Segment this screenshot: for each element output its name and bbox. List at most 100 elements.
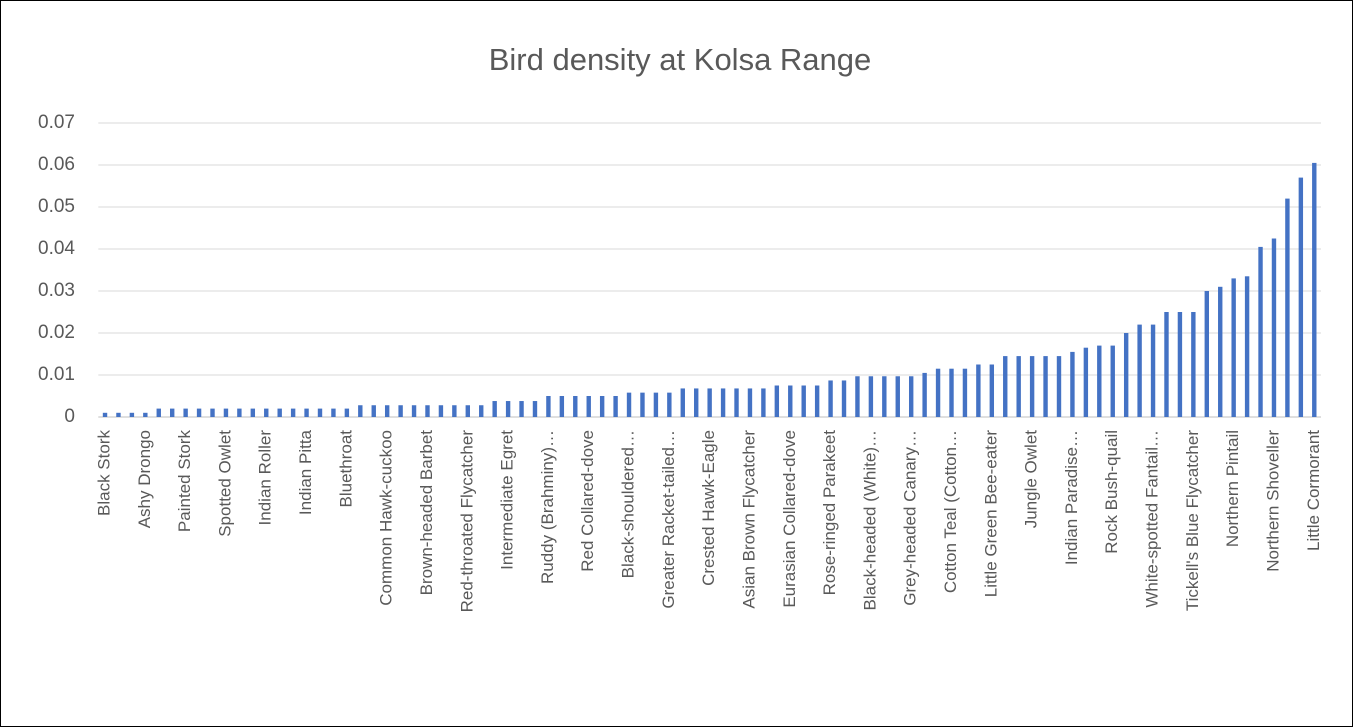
bar xyxy=(989,364,995,417)
bar xyxy=(720,388,726,417)
bar xyxy=(855,376,860,417)
y-tick-label: 0.01 xyxy=(38,364,75,385)
bar xyxy=(976,364,981,417)
bar xyxy=(250,408,256,417)
x-tick-label: White-spotted Fantail… xyxy=(1143,430,1162,608)
bar xyxy=(707,388,712,417)
bar xyxy=(290,408,296,417)
bar xyxy=(774,385,780,417)
bar xyxy=(358,405,363,417)
x-tick-label: Ashy Drongo xyxy=(135,430,154,528)
x-tick-label: Red Collared-dove xyxy=(578,430,597,572)
bar xyxy=(761,388,766,417)
bar xyxy=(734,388,739,417)
x-tick-label: Intermediate Egret xyxy=(498,430,517,570)
x-tick-label: Little Green Bee-eater xyxy=(981,430,1000,598)
x-tick-label: Eurasian Collared-dove xyxy=(780,430,799,608)
bar xyxy=(626,392,632,417)
y-tick-label: 0.07 xyxy=(38,112,75,133)
bar xyxy=(599,396,605,417)
bar xyxy=(1016,356,1021,417)
bar xyxy=(841,380,847,417)
x-tick-label: Indian Roller xyxy=(256,430,275,526)
bar xyxy=(1177,312,1183,417)
y-tick-label: 0.05 xyxy=(38,196,75,217)
bar xyxy=(519,401,524,417)
x-tick-label: Black-headed (White)… xyxy=(860,430,879,610)
bar xyxy=(223,408,229,417)
x-tick-label: Black-shouldered… xyxy=(619,430,638,578)
bar xyxy=(505,401,511,417)
bar xyxy=(371,405,376,417)
bar xyxy=(962,368,968,417)
y-tick-label: 0.03 xyxy=(38,280,75,301)
bar xyxy=(868,376,874,417)
bar xyxy=(1043,356,1048,417)
bar xyxy=(264,408,269,417)
bar xyxy=(1070,351,1075,417)
x-tick-label: Cotton Teal (Cotton… xyxy=(941,430,960,593)
bar xyxy=(1056,356,1062,417)
x-tick-label: Asian Brown Flycatcher xyxy=(739,430,758,609)
bar xyxy=(1137,324,1142,417)
x-tick-label: Rock Bush-quail xyxy=(1102,430,1121,554)
bar xyxy=(935,368,941,417)
x-tick-label: Grey-headed Canary… xyxy=(901,430,920,606)
x-tick-label: Black Stork xyxy=(95,430,114,516)
bar xyxy=(1097,345,1102,417)
bar xyxy=(102,412,108,417)
x-tick-label: Northern Shoveller xyxy=(1263,430,1282,572)
y-tick-label: 0 xyxy=(64,406,75,427)
x-tick-label: Crested Hawk-Eagle xyxy=(699,430,718,586)
bar xyxy=(317,408,323,417)
y-tick-label: 0.04 xyxy=(38,238,75,259)
bar xyxy=(922,372,927,417)
bar xyxy=(143,412,148,417)
y-tick-label: 0.06 xyxy=(38,154,75,175)
bar xyxy=(788,385,793,417)
bar xyxy=(331,408,336,417)
bar xyxy=(384,405,390,417)
x-tick-label: Rose-ringed Parakeet xyxy=(820,430,839,596)
x-tick-label: Painted Stork xyxy=(175,430,194,533)
x-tick-label: Spotted Owlet xyxy=(215,430,234,537)
x-tick-label: Common Hawk-cuckoo xyxy=(377,430,396,606)
bar xyxy=(1123,333,1129,417)
bar xyxy=(1204,291,1209,417)
bar xyxy=(1244,276,1250,417)
bar xyxy=(1164,312,1169,417)
x-tick-label: Jungle Owlet xyxy=(1022,430,1041,529)
bar xyxy=(747,388,753,417)
bar xyxy=(210,408,215,417)
bar xyxy=(344,408,350,417)
bar xyxy=(492,401,497,417)
x-tick-label: Bluethroat xyxy=(336,430,355,508)
bar xyxy=(1258,246,1263,417)
bar xyxy=(411,405,417,417)
bar xyxy=(169,408,175,417)
x-tick-label: Tickell's Blue Flycatcher xyxy=(1183,430,1202,612)
bar xyxy=(465,405,470,417)
bar xyxy=(1271,238,1277,417)
bar xyxy=(640,392,645,417)
bar xyxy=(586,396,591,417)
x-tick-label: Greater Racket-tailed… xyxy=(659,430,678,609)
bar xyxy=(573,396,578,417)
bar xyxy=(479,405,484,417)
bar xyxy=(653,392,659,417)
bar xyxy=(1029,356,1035,417)
bar xyxy=(1083,347,1089,417)
bar xyxy=(183,408,188,417)
bar xyxy=(814,385,820,417)
bar xyxy=(613,396,618,417)
bar xyxy=(237,408,242,417)
bar xyxy=(1231,278,1236,417)
x-tick-label: Red-throated Flycatcher xyxy=(457,430,476,613)
x-tick-label: Northern Pintail xyxy=(1223,430,1242,547)
x-tick-label: Indian Paradise… xyxy=(1062,430,1081,565)
bar xyxy=(116,412,121,417)
bar xyxy=(1312,162,1317,417)
bar xyxy=(882,376,887,417)
bar xyxy=(1003,356,1008,417)
